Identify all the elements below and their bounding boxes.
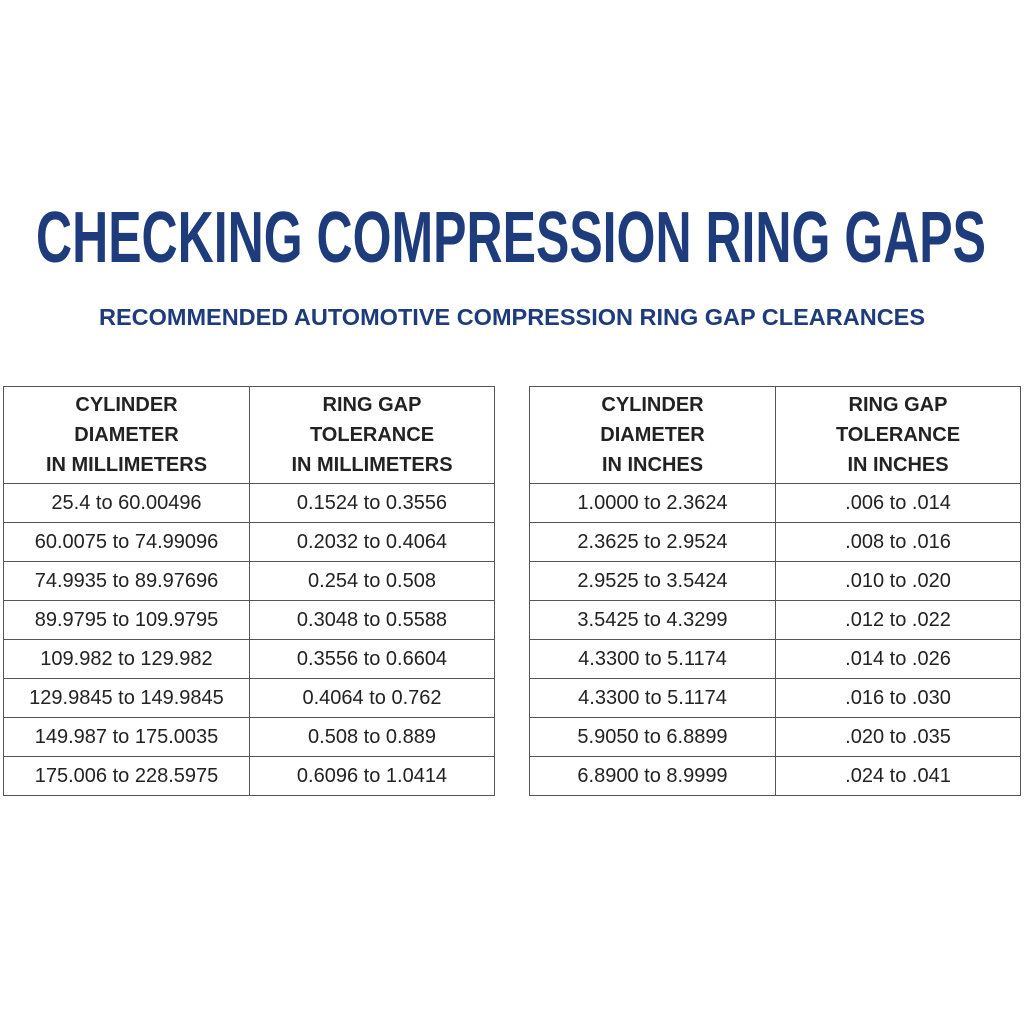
column-header-diameter: CYLINDER DIAMETER IN INCHES: [529, 386, 776, 484]
cell-diameter: 129.9845 to 149.9845: [3, 678, 250, 718]
table-row: 89.9795 to 109.9795 0.3048 to 0.5588: [3, 600, 495, 640]
table-row: 1.0000 to 2.3624.006 to .014: [529, 483, 1021, 523]
cell-tolerance: .008 to .016: [775, 522, 1021, 562]
cell-diameter: 74.9935 to 89.97696: [3, 561, 250, 601]
cell-diameter: 60.0075 to 74.99096: [3, 522, 250, 562]
cell-tolerance: .010 to .020: [775, 561, 1021, 601]
column-header-tolerance: RING GAP TOLERANCE IN INCHES: [775, 386, 1021, 484]
page-title-text: CHECKING COMPRESSION RING GAPS: [36, 198, 986, 276]
cell-diameter: 4.3300 to 5.1174: [529, 639, 776, 679]
column-header-diameter: CYLINDER DIAMETER IN MILLIMETERS: [3, 386, 250, 484]
cell-tolerance: 0.4064 to 0.762: [249, 678, 495, 718]
cell-diameter: 4.3300 to 5.1174: [529, 678, 776, 718]
table-row: 5.9050 to 6.8899.020 to .035: [529, 717, 1021, 757]
cell-diameter: 5.9050 to 6.8899: [529, 717, 776, 757]
table-row: 149.987 to 175.0035 0.508 to 0.889: [3, 717, 495, 757]
cell-tolerance: .020 to .035: [775, 717, 1021, 757]
cell-tolerance: .014 to .026: [775, 639, 1021, 679]
cell-tolerance: .024 to .041: [775, 756, 1021, 796]
cell-tolerance: 0.254 to 0.508: [249, 561, 495, 601]
cell-tolerance: 0.3048 to 0.5588: [249, 600, 495, 640]
metric-table: CYLINDER DIAMETER IN MILLIMETERS RING GAP…: [3, 386, 495, 796]
table-row: 74.9935 to 89.97696 0.254 to 0.508: [3, 561, 495, 601]
page-title-graphic: CHECKING COMPRESSION RING GAPS: [36, 198, 986, 276]
cell-tolerance: 0.6096 to 1.0414: [249, 756, 495, 796]
table-row: 25.4 to 60.00496 0.1524 to 0.3556: [3, 483, 495, 523]
header-row: CYLINDER DIAMETER IN MILLIMETERS RING GAP…: [3, 386, 495, 484]
cell-tolerance: .006 to .014: [775, 483, 1021, 523]
table-row: 6.8900 to 8.9999.024 to .041: [529, 756, 1021, 796]
page-title: CHECKING COMPRESSION RING GAPS: [0, 196, 1024, 276]
cell-tolerance: 0.3556 to 0.6604: [249, 639, 495, 679]
cell-diameter: 2.9525 to 3.5424: [529, 561, 776, 601]
cell-tolerance: 0.508 to 0.889: [249, 717, 495, 757]
cell-tolerance: 0.2032 to 0.4064: [249, 522, 495, 562]
cell-diameter: 25.4 to 60.00496: [3, 483, 250, 523]
cell-diameter: 175.006 to 228.5975: [3, 756, 250, 796]
cell-diameter: 1.0000 to 2.3624: [529, 483, 776, 523]
column-header-tolerance: RING GAP TOLERANCE IN MILLIMETERS: [249, 386, 495, 484]
cell-diameter: 89.9795 to 109.9795: [3, 600, 250, 640]
cell-tolerance: .012 to .022: [775, 600, 1021, 640]
table-row: 2.3625 to 2.9524.008 to .016: [529, 522, 1021, 562]
table-row: 4.3300 to 5.1174.014 to .026: [529, 639, 1021, 679]
cell-diameter: 149.987 to 175.0035: [3, 717, 250, 757]
cell-diameter: 6.8900 to 8.9999: [529, 756, 776, 796]
table-row: 109.982 to 129.982 0.3556 to 0.6604: [3, 639, 495, 679]
table-row: 3.5425 to 4.3299.012 to .022: [529, 600, 1021, 640]
cell-tolerance: 0.1524 to 0.3556: [249, 483, 495, 523]
cell-diameter: 3.5425 to 4.3299: [529, 600, 776, 640]
inch-table: CYLINDER DIAMETER IN INCHES RING GAP TOLE…: [529, 386, 1021, 796]
table-row: 129.9845 to 149.9845 0.4064 to 0.762: [3, 678, 495, 718]
table-row: 60.0075 to 74.99096 0.2032 to 0.4064: [3, 522, 495, 562]
table-row: 2.9525 to 3.5424.010 to .020: [529, 561, 1021, 601]
page-subtitle: RECOMMENDED AUTOMOTIVE COMPRESSION RING …: [98, 304, 926, 330]
cell-diameter: 2.3625 to 2.9524: [529, 522, 776, 562]
header-row: CYLINDER DIAMETER IN INCHES RING GAP TOLE…: [529, 386, 1021, 484]
table-row: 4.3300 to 5.1174.016 to .030: [529, 678, 1021, 718]
cell-tolerance: .016 to .030: [775, 678, 1021, 718]
cell-diameter: 109.982 to 129.982: [3, 639, 250, 679]
table-row: 175.006 to 228.5975 0.6096 to 1.0414: [3, 756, 495, 796]
